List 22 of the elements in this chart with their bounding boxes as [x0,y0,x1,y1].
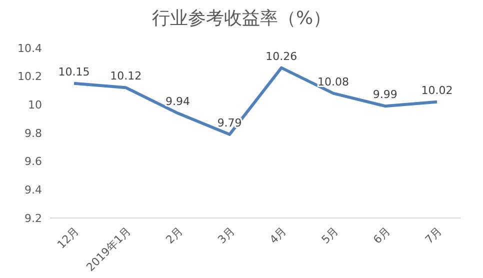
x-tick-label: 2月 [163,224,186,246]
data-label: 10.02 [421,84,453,97]
x-tick-label: 5月 [319,224,341,246]
x-tick-label: 6月 [370,224,393,246]
data-label: 10.15 [58,65,90,78]
data-label: 9.99 [372,88,398,102]
data-label: 10.08 [318,75,350,88]
y-tick-label: 10 [28,98,42,112]
data-label: 10.26 [266,50,298,63]
data-label: 10.12 [110,70,142,83]
y-tick-label: 9.4 [24,184,42,197]
x-tick-label: 12月 [54,224,82,252]
data-label: 9.94 [165,95,190,108]
y-tick-label: 9.8 [24,126,42,140]
y-tick-label: 9.2 [24,212,42,225]
x-tick-label: 3月 [215,224,238,246]
y-tick-label: 10.4 [18,42,42,55]
y-tick-label: 10.2 [18,70,42,84]
chart-title: 行业参考收益率（%） [150,7,332,30]
y-tick-label: 9.6 [24,155,42,168]
x-tick-label: 4月 [267,224,290,246]
x-tick-label: 7月 [422,224,445,246]
